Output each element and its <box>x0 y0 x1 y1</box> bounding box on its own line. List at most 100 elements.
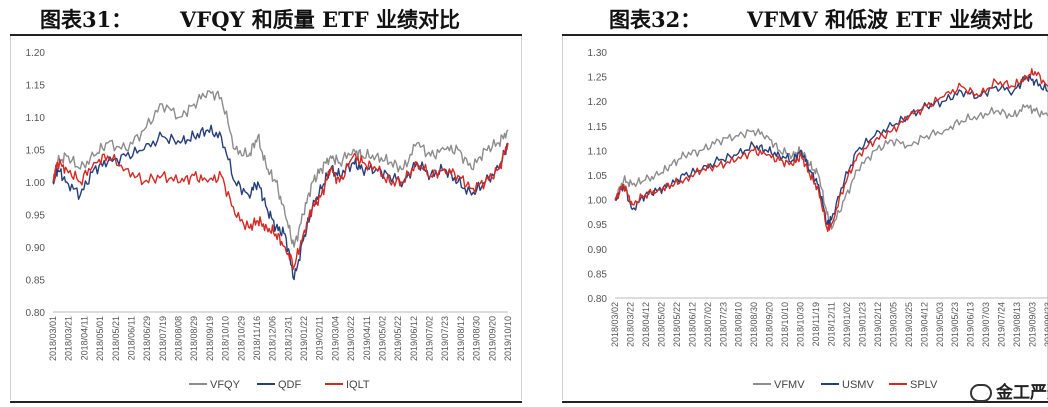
y-tick-label: 1.30 <box>588 48 608 59</box>
top-rule <box>10 34 522 36</box>
legend-label: SPLV <box>910 379 938 391</box>
x-tick-label: 2018/03/02 <box>610 302 620 347</box>
x-tick-label: 2018/10/10 <box>780 302 790 347</box>
x-tick-label: 2018/09/19 <box>205 316 215 361</box>
wechat-icon <box>970 384 992 402</box>
y-tick-label: 1.05 <box>588 171 608 182</box>
line-chart-31: 1.201.151.101.051.000.950.900.850.802018… <box>26 48 513 391</box>
x-tick-label: 2018/08/08 <box>174 316 184 361</box>
y-tick-label: 0.85 <box>26 276 46 287</box>
x-tick-label: 2018/10/30 <box>796 302 806 347</box>
x-tick-label: 2018/04/11 <box>79 316 89 360</box>
x-tick-label: 2019/08/13 <box>1012 302 1022 347</box>
series-line-vfmv <box>614 103 1048 230</box>
series-line-splv <box>614 68 1048 233</box>
x-tick-label: 2019/07/24 <box>997 302 1007 347</box>
x-tick-label: 2019/09/03 <box>1028 302 1038 347</box>
y-tick-label: 1.15 <box>26 81 46 92</box>
x-tick-label: 2019/01/22 <box>299 316 309 361</box>
x-tick-label: 2019/09/20 <box>487 316 497 361</box>
y-tick-label: 0.90 <box>588 245 608 256</box>
legend-label: USMV <box>842 379 874 391</box>
x-tick-label: 2019/07/02 <box>425 316 435 361</box>
x-tick-label: 2019/03/25 <box>904 302 914 347</box>
y-tick-label: 0.95 <box>26 211 46 222</box>
x-tick-label: 2018/05/21 <box>111 316 121 361</box>
x-tick-label: 2019/06/12 <box>409 316 419 361</box>
x-tick-label: 2018/04/12 <box>641 302 651 347</box>
chart-frame: 1.30 1.25 1.20 1.15 1.10 1.05 1.00 0.95 0.90 0.85… <box>562 36 1048 400</box>
x-tick-label: 2019/08/30 <box>472 316 482 361</box>
x-tick-label: 2019/09/23 <box>1043 302 1048 347</box>
series-line-iqlt <box>52 142 509 271</box>
x-tick-label: 2018/07/19 <box>158 316 168 361</box>
bottom-rule <box>10 401 522 403</box>
x-tick-label: 2019/04/12 <box>919 302 929 347</box>
x-tick-label: 2018/08/10 <box>734 302 744 347</box>
x-tick-label: 2019/08/12 <box>456 316 466 361</box>
chart-title-31: 图表31： VFQY 和质量 ETF 业绩对比 <box>0 2 522 32</box>
x-tick-label: 2018/12/11 <box>827 302 837 346</box>
x-tick-label: 2018/10/10 <box>221 316 231 361</box>
x-tick-label: 2018/06/29 <box>142 316 152 361</box>
x-tick-label: 2018/07/02 <box>703 302 713 347</box>
x-tick-label: 2019/10/10 <box>503 316 513 361</box>
y-tick-label: 1.10 <box>588 146 608 157</box>
x-tick-label: 2018/05/22 <box>672 302 682 347</box>
series-line-usmv <box>614 73 1048 226</box>
y-tick-label: 0.80 <box>26 308 46 319</box>
chart-panel-32: 图表32： VFMV 和低波 ETF 业绩对比 1.30 1.25 1.20 1.15… <box>552 0 1048 407</box>
chart-title-text: VFQY 和质量 ETF 业绩对比 <box>180 7 460 32</box>
y-tick-label: 1.00 <box>26 178 46 189</box>
chart-frame: 1.20 1.15 1.10 1.05 1.00 0.95 0.90 0.85 0.80 2018… <box>10 36 522 400</box>
x-tick-label: 2018/05/02 <box>656 302 666 347</box>
x-tick-label: 2018/11/19 <box>811 302 821 346</box>
line-chart-32: 1.30 1.25 1.20 1.15 1.10 1.05 1.00 0.95 0.90 0.85… <box>588 48 1048 391</box>
legend-label: QDF <box>278 379 302 391</box>
x-tick-label: 2018/10/29 <box>236 316 246 361</box>
x-tick-label: 2019/05/03 <box>935 302 945 347</box>
x-tick-label: 2019/05/23 <box>950 302 960 347</box>
x-tick-label: 2018/06/12 <box>687 302 697 347</box>
y-tick-label: 0.90 <box>26 243 46 254</box>
legend-label: IQLT <box>346 379 370 391</box>
x-tick-label: 2019/07/23 <box>440 316 450 361</box>
chart-panel-31: 图表31： VFQY 和质量 ETF 业绩对比 1.20 1.15 1.10 1.05… <box>0 0 522 407</box>
chart-title-text: VFMV 和低波 ETF 业绩对比 <box>747 7 1034 32</box>
x-tick-label: 2018/03/22 <box>625 302 635 347</box>
x-tick-label: 2018/09/20 <box>765 302 775 347</box>
chart-title-32: 图表32： VFMV 和低波 ETF 业绩对比 <box>552 2 1048 32</box>
x-tick-label: 2019/05/02 <box>377 316 387 361</box>
x-tick-label: 2019/01/23 <box>857 302 867 347</box>
top-rule <box>562 34 1048 36</box>
x-tick-label: 2019/06/13 <box>966 302 976 347</box>
x-tick-label: 2018/05/01 <box>95 316 105 361</box>
x-tick-label: 2018/12/31 <box>283 316 293 361</box>
x-tick-label: 2019/03/04 <box>330 316 340 361</box>
legend-label: VFQY <box>210 379 241 391</box>
y-tick-label: 1.00 <box>588 196 608 207</box>
x-tick-label: 2018/03/01 <box>48 316 58 361</box>
figure-label: 图表32： <box>609 7 702 32</box>
x-tick-label: 2019/03/05 <box>888 302 898 347</box>
x-tick-label: 2019/01/02 <box>842 302 852 347</box>
watermark-text: 金工严选 <box>996 383 1048 403</box>
x-tick-label: 2019/04/11 <box>362 316 372 360</box>
x-tick-label: 2018/07/23 <box>718 302 728 347</box>
figure-label: 图表31： <box>40 7 133 32</box>
x-tick-label: 2018/08/29 <box>189 316 199 361</box>
x-tick-label: 2018/06/11 <box>126 316 136 360</box>
y-tick-label: 1.15 <box>588 122 608 133</box>
x-tick-label: 2019/02/11 <box>315 316 325 360</box>
x-tick-label: 2019/07/03 <box>981 302 991 347</box>
x-tick-label: 2018/11/16 <box>252 316 262 360</box>
x-tick-label: 2018/03/21 <box>64 316 74 361</box>
y-tick-label: 1.20 <box>588 97 608 108</box>
watermark: 金工严选 <box>970 378 1048 403</box>
legend-label: VFMV <box>774 379 805 391</box>
bottom-rule <box>562 401 1048 403</box>
y-tick-label: 1.10 <box>26 113 46 124</box>
x-tick-label: 2019/05/22 <box>393 316 403 361</box>
y-tick-label: 0.80 <box>588 294 608 305</box>
y-tick-label: 0.95 <box>588 220 608 231</box>
